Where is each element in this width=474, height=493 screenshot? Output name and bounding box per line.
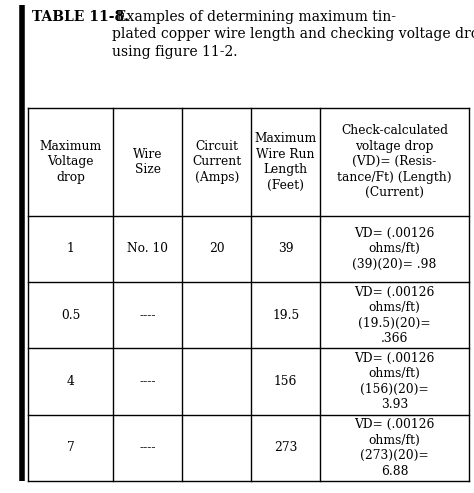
Text: 156: 156 (274, 375, 297, 388)
Text: TABLE 11-8.: TABLE 11-8. (32, 10, 129, 24)
Text: ----: ---- (140, 441, 156, 455)
Text: ----: ---- (140, 309, 156, 322)
Text: 19.5: 19.5 (272, 309, 300, 322)
Text: ----: ---- (140, 375, 156, 388)
Text: Maximum
Voltage
drop: Maximum Voltage drop (40, 140, 102, 184)
Text: 273: 273 (274, 441, 297, 455)
Text: No. 10: No. 10 (128, 243, 168, 255)
Text: 7: 7 (67, 441, 74, 455)
Text: VD= (.00126
ohms/ft)
(39)(20)= .98: VD= (.00126 ohms/ft) (39)(20)= .98 (352, 227, 437, 271)
Text: VD= (.00126
ohms/ft)
(19.5)(20)=
.366: VD= (.00126 ohms/ft) (19.5)(20)= .366 (355, 285, 435, 345)
Text: 20: 20 (209, 243, 225, 255)
Text: 4: 4 (67, 375, 75, 388)
Text: 0.5: 0.5 (61, 309, 81, 322)
Text: VD= (.00126
ohms/ft)
(273)(20)=
6.88: VD= (.00126 ohms/ft) (273)(20)= 6.88 (355, 418, 435, 478)
Text: 1: 1 (67, 243, 74, 255)
Text: Check-calculated
voltage drop
(VD)= (Resis-
tance/Ft) (Length)
(Current): Check-calculated voltage drop (VD)= (Res… (337, 124, 452, 199)
Text: Wire
Size: Wire Size (133, 147, 163, 176)
Text: Examples of determining maximum tin-
plated copper wire length and checking volt: Examples of determining maximum tin- pla… (112, 10, 474, 59)
Text: 39: 39 (278, 243, 293, 255)
Text: Circuit
Current
(Amps): Circuit Current (Amps) (192, 140, 241, 184)
Text: VD= (.00126
ohms/ft)
(156)(20)=
3.93: VD= (.00126 ohms/ft) (156)(20)= 3.93 (355, 352, 435, 411)
Text: Maximum
Wire Run
Length
(Feet): Maximum Wire Run Length (Feet) (255, 132, 317, 192)
